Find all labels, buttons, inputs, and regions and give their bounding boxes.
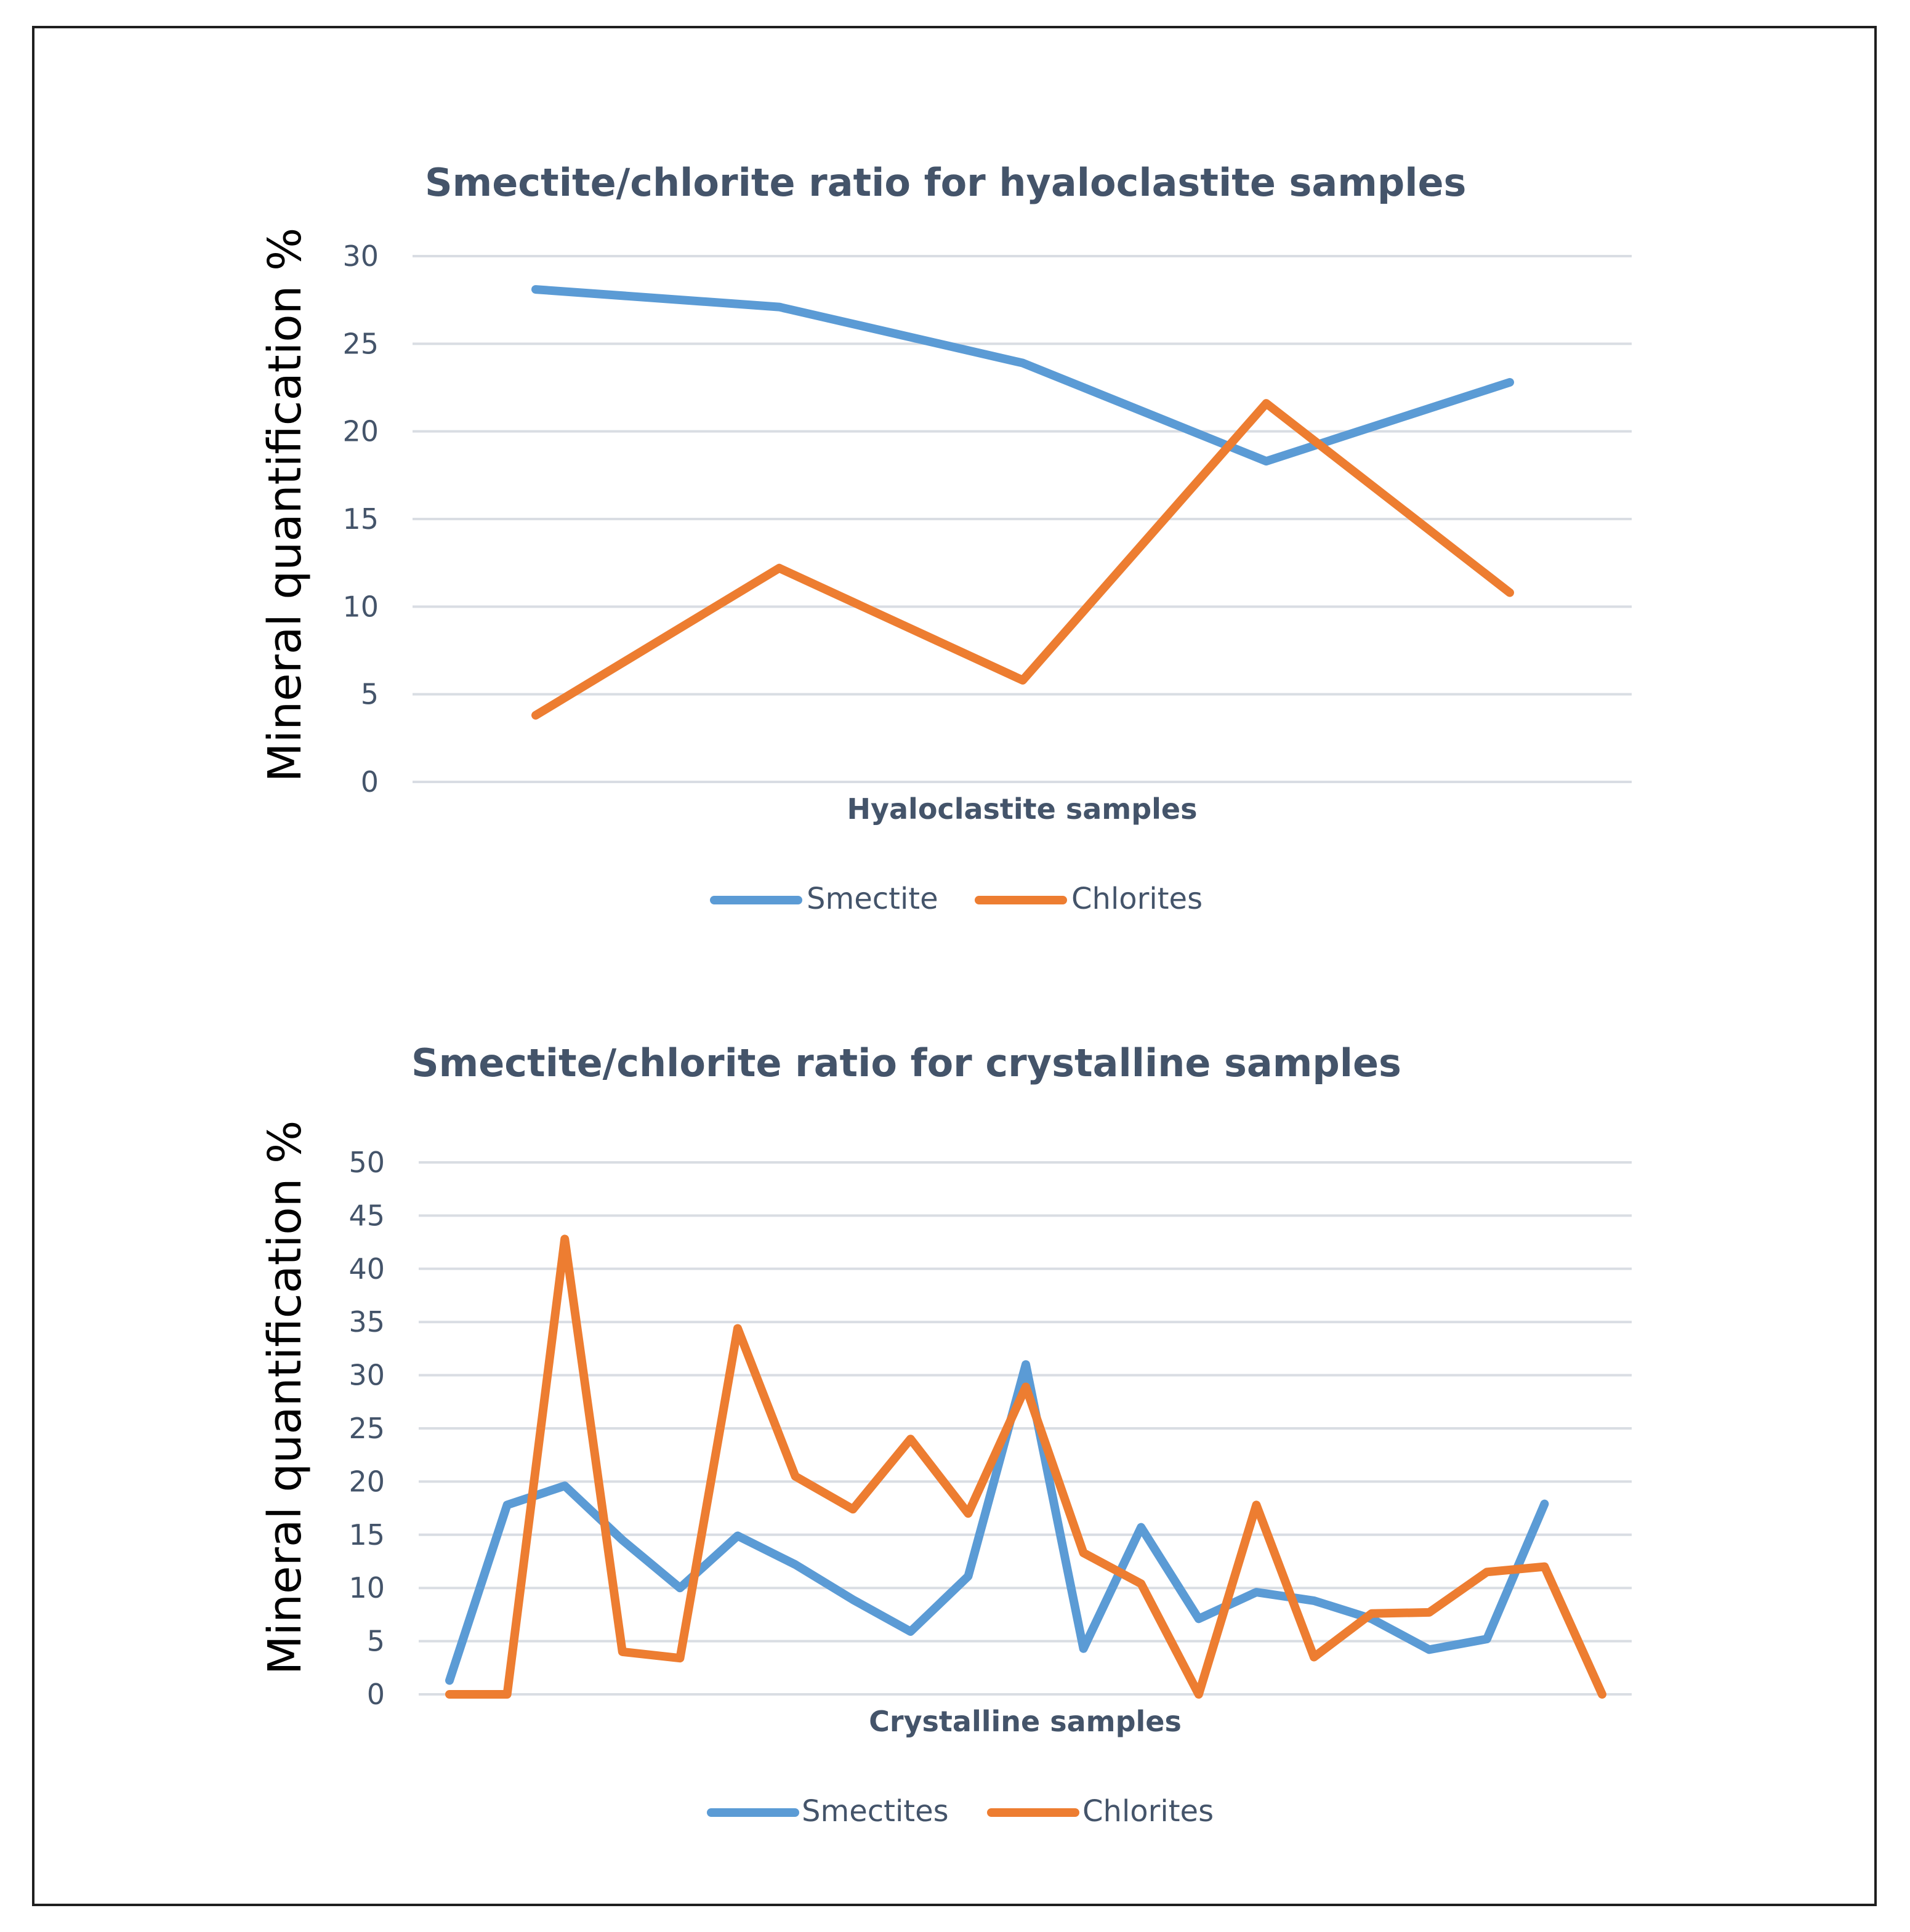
data-point-smectites — [1252, 1588, 1260, 1596]
y-tick-label: 0 — [367, 1678, 385, 1711]
y-tick-label: 20 — [349, 1465, 385, 1498]
y-tick-label: 25 — [342, 327, 379, 360]
data-point-smectites — [1483, 1635, 1491, 1643]
data-point-chlorites — [675, 1654, 684, 1662]
y-tick-label: 10 — [342, 590, 379, 623]
data-point-smectites — [675, 1584, 684, 1592]
data-point-smectite — [1018, 359, 1027, 368]
y-tick-label: 50 — [349, 1146, 385, 1179]
series-line-smectites — [445, 1360, 1549, 1685]
y-axis-label: Mineral quantification % — [259, 228, 312, 783]
data-point-chlorites — [1021, 1383, 1030, 1391]
data-point-smectites — [560, 1481, 569, 1490]
data-point-chlorites — [1368, 1609, 1376, 1618]
y-axis-label: Mineral quantification % — [259, 1121, 312, 1675]
data-point-smectites — [445, 1676, 454, 1685]
legend-label-chlorites: Chlorites — [1071, 882, 1203, 916]
legend-label-smectite: Smectite — [807, 882, 938, 916]
y-tick-label: 40 — [349, 1252, 385, 1286]
y-tick-label: 30 — [342, 239, 379, 273]
data-point-chlorites — [1195, 1690, 1203, 1699]
data-point-chlorites — [775, 564, 784, 573]
series-line-smectite — [531, 285, 1514, 466]
legend-label-smectites: Smectites — [802, 1794, 949, 1829]
data-point-smectites — [906, 1627, 915, 1636]
y-tick-label: 30 — [349, 1359, 385, 1392]
data-point-chlorites — [1310, 1653, 1318, 1662]
chart-title: Smectite/chlorite ratio for hyaloclastit… — [425, 160, 1466, 205]
legend-label-chlorites: Chlorites — [1082, 1794, 1214, 1829]
data-point-chlorites — [1262, 399, 1271, 408]
data-point-smectites — [503, 1500, 512, 1509]
series-line-chlorites — [531, 399, 1514, 720]
data-point-chlorites — [964, 1509, 972, 1518]
data-point-chlorites — [503, 1690, 512, 1699]
y-tick-label: 15 — [349, 1518, 385, 1552]
y-tick-label: 15 — [342, 502, 379, 536]
y-tick-label: 35 — [349, 1305, 385, 1338]
data-point-chlorites — [791, 1472, 800, 1481]
x-axis-label: Hyaloclastite samples — [847, 792, 1198, 826]
data-point-chlorites — [733, 1324, 742, 1333]
data-point-smectites — [848, 1595, 857, 1604]
data-point-chlorites — [1598, 1690, 1606, 1699]
y-tick-label: 25 — [349, 1412, 385, 1445]
y-tick-label: 5 — [367, 1625, 385, 1658]
data-point-smectites — [618, 1536, 627, 1544]
data-point-smectites — [1540, 1500, 1549, 1508]
data-point-smectites — [1195, 1614, 1203, 1623]
data-point-smectites — [791, 1560, 800, 1569]
data-point-smectite — [531, 285, 540, 294]
y-tick-label: 20 — [342, 415, 379, 448]
data-point-chlorites — [445, 1690, 454, 1699]
data-point-chlorites — [1018, 676, 1027, 685]
data-point-smectites — [1310, 1596, 1318, 1605]
data-point-chlorites — [1483, 1568, 1491, 1576]
data-point-smectites — [1425, 1645, 1433, 1654]
chart-title: Smectite/chlorite ratio for crystalline … — [411, 1040, 1401, 1085]
figure-frame — [32, 26, 1877, 1906]
data-point-smectites — [1137, 1523, 1145, 1532]
y-tick-label: 45 — [349, 1199, 385, 1232]
y-tick-label: 10 — [349, 1571, 385, 1604]
x-axis-label: Crystalline samples — [869, 1705, 1182, 1738]
data-point-chlorites — [906, 1435, 915, 1443]
data-point-smectite — [775, 303, 784, 312]
data-point-chlorites — [531, 711, 540, 720]
data-point-chlorites — [1425, 1608, 1433, 1617]
data-point-chlorites — [1137, 1579, 1145, 1588]
data-point-chlorites — [1505, 589, 1514, 597]
y-tick-label: 0 — [361, 765, 379, 799]
data-point-smectites — [1079, 1644, 1088, 1653]
data-point-smectite — [1505, 378, 1514, 387]
data-point-chlorites — [560, 1234, 569, 1243]
data-point-smectites — [733, 1532, 742, 1540]
series-line-chlorites — [445, 1234, 1606, 1699]
data-point-chlorites — [1252, 1500, 1260, 1509]
data-point-chlorites — [1079, 1548, 1088, 1557]
data-point-smectites — [964, 1572, 972, 1580]
y-tick-label: 5 — [361, 678, 379, 711]
data-point-smectite — [1262, 457, 1271, 465]
data-point-chlorites — [618, 1648, 627, 1656]
data-point-smectites — [1021, 1360, 1030, 1369]
data-point-chlorites — [848, 1505, 857, 1513]
data-point-chlorites — [1540, 1563, 1549, 1571]
